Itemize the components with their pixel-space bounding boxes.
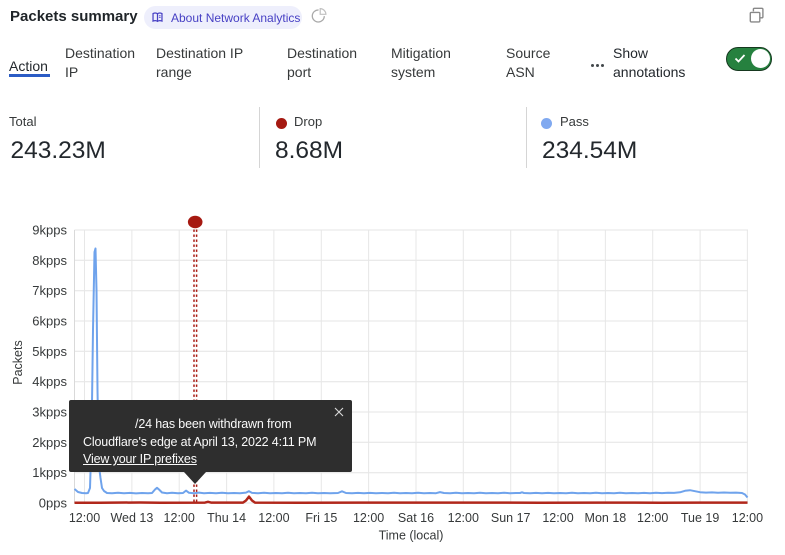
svg-text:5kpps: 5kpps — [32, 344, 67, 359]
svg-text:Fri 15: Fri 15 — [305, 511, 337, 525]
svg-text:Time (local): Time (local) — [379, 529, 444, 543]
svg-text:12:00: 12:00 — [69, 511, 100, 525]
svg-text:Sat 16: Sat 16 — [398, 511, 434, 525]
svg-text:Thu 14: Thu 14 — [207, 511, 246, 525]
svg-text:2kpps: 2kpps — [32, 435, 67, 450]
svg-text:8kpps: 8kpps — [32, 253, 67, 268]
svg-text:7kpps: 7kpps — [32, 283, 67, 298]
svg-text:Wed 13: Wed 13 — [110, 511, 153, 525]
svg-text:12:00: 12:00 — [164, 511, 195, 525]
svg-text:12:00: 12:00 — [637, 511, 668, 525]
svg-text:12:00: 12:00 — [542, 511, 573, 525]
svg-text:12:00: 12:00 — [448, 511, 479, 525]
svg-text:12:00: 12:00 — [258, 511, 289, 525]
svg-text:0pps: 0pps — [39, 496, 68, 511]
svg-text:4kpps: 4kpps — [32, 374, 67, 389]
svg-text:Mon 18: Mon 18 — [585, 511, 627, 525]
svg-text:9kpps: 9kpps — [32, 223, 67, 238]
svg-text:Tue 19: Tue 19 — [681, 511, 720, 525]
svg-text:6kpps: 6kpps — [32, 314, 67, 329]
svg-text:12:00: 12:00 — [732, 511, 763, 525]
svg-text:3kpps: 3kpps — [32, 405, 67, 420]
svg-text:1kpps: 1kpps — [32, 465, 67, 480]
svg-text:12:00: 12:00 — [353, 511, 384, 525]
svg-text:Sun 17: Sun 17 — [491, 511, 531, 525]
svg-text:Packets: Packets — [11, 340, 25, 384]
